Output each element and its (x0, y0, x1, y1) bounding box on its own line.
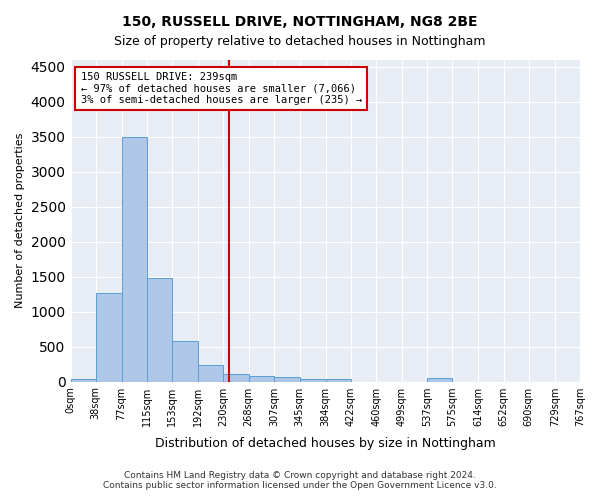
Bar (172, 341, 198, 382)
Bar (198, 365, 223, 382)
Bar (248, 376, 274, 382)
Y-axis label: Number of detached properties: Number of detached properties (15, 133, 25, 308)
Bar (299, 378, 326, 382)
Bar (223, 374, 248, 382)
Text: 150, RUSSELL DRIVE, NOTTINGHAM, NG8 2BE: 150, RUSSELL DRIVE, NOTTINGHAM, NG8 2BE (122, 15, 478, 29)
Bar (71, 380, 96, 382)
Bar (326, 380, 351, 382)
Bar (122, 137, 147, 382)
X-axis label: Distribution of detached houses by size in Nottingham: Distribution of detached houses by size … (155, 437, 496, 450)
Bar (147, 278, 172, 382)
Bar (274, 378, 299, 382)
Text: Contains HM Land Registry data © Crown copyright and database right 2024.
Contai: Contains HM Land Registry data © Crown c… (103, 470, 497, 490)
Text: Size of property relative to detached houses in Nottingham: Size of property relative to detached ho… (114, 35, 486, 48)
Bar (427, 378, 452, 382)
Bar (96, 293, 122, 382)
Text: 150 RUSSELL DRIVE: 239sqm
← 97% of detached houses are smaller (7,066)
3% of sem: 150 RUSSELL DRIVE: 239sqm ← 97% of detac… (80, 72, 362, 105)
